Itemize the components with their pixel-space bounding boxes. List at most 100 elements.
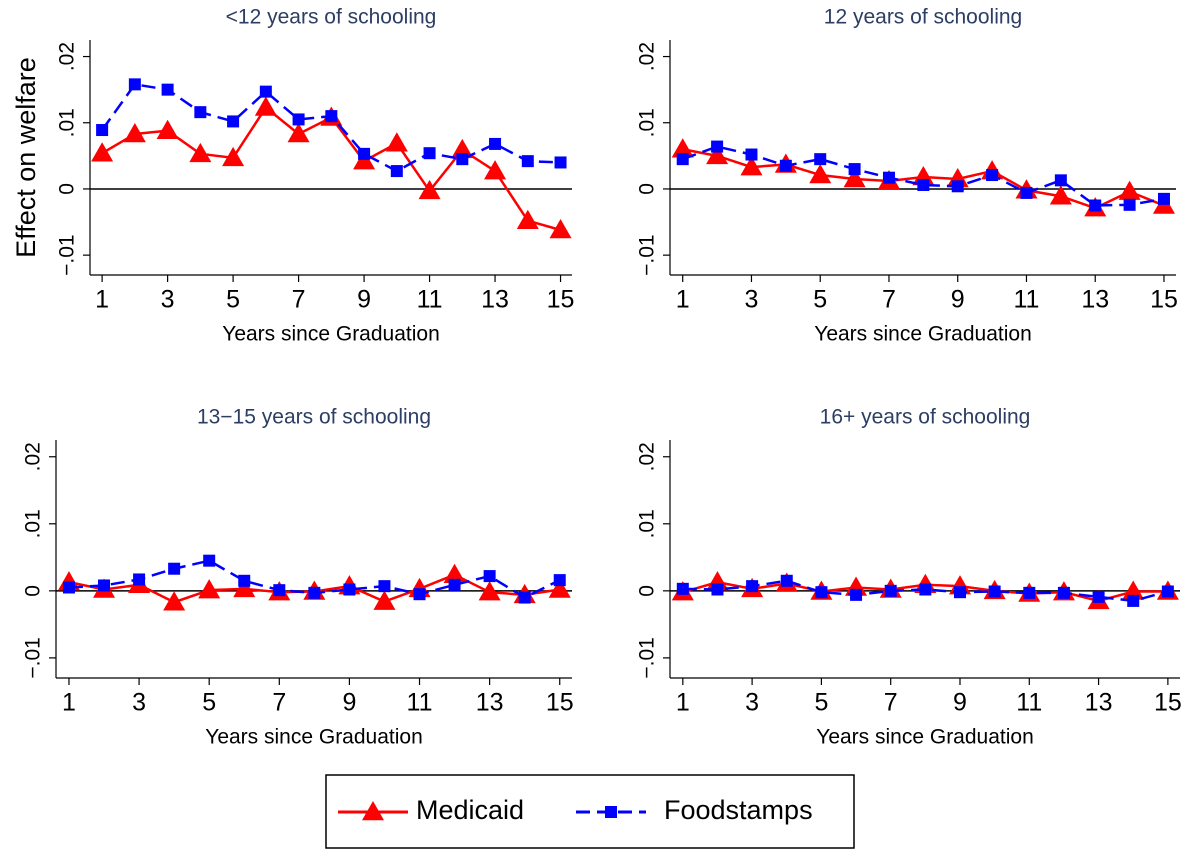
y-axis-label: Effect on welfare bbox=[11, 57, 41, 258]
triangle-marker bbox=[163, 591, 186, 611]
y-tick-label: 0 bbox=[56, 183, 79, 195]
square-marker bbox=[711, 140, 724, 153]
square-marker bbox=[919, 583, 932, 596]
square-marker bbox=[456, 153, 469, 166]
x-tick-label: 1 bbox=[62, 689, 76, 717]
square-marker bbox=[746, 580, 759, 593]
panel-title: 12 years of schooling bbox=[824, 6, 1022, 29]
y-tick-label: 0 bbox=[636, 183, 659, 195]
series-line bbox=[682, 145, 1165, 207]
square-marker bbox=[98, 579, 111, 592]
x-tick-label: 5 bbox=[226, 286, 240, 314]
triangle-marker bbox=[548, 578, 571, 598]
square-marker bbox=[378, 580, 391, 593]
triangle-marker bbox=[671, 138, 694, 158]
x-tick-label: 13 bbox=[481, 286, 509, 314]
panel-title: <12 years of schooling bbox=[226, 6, 437, 29]
square-marker bbox=[194, 106, 207, 119]
y-tick-label: .01 bbox=[636, 108, 659, 137]
panel-title: 13−15 years of schooling bbox=[197, 406, 431, 429]
x-tick-label: 3 bbox=[745, 286, 759, 314]
square-marker bbox=[448, 578, 461, 591]
square-marker bbox=[882, 171, 895, 184]
x-tick-label: 7 bbox=[272, 689, 286, 717]
square-marker bbox=[1089, 199, 1102, 212]
square-marker bbox=[489, 137, 502, 150]
y-tick-label: .01 bbox=[56, 108, 79, 137]
triangle-marker bbox=[740, 156, 763, 176]
triangle-marker bbox=[91, 142, 114, 162]
triangle-marker bbox=[516, 209, 539, 229]
square-marker bbox=[988, 585, 1001, 598]
y-tick-label: .02 bbox=[636, 442, 659, 471]
y-tick-label: 0 bbox=[636, 585, 659, 597]
square-marker bbox=[133, 573, 146, 586]
triangle-marker bbox=[809, 164, 832, 184]
x-tick-label: 11 bbox=[407, 689, 433, 717]
square-marker bbox=[358, 147, 371, 160]
square-marker bbox=[676, 153, 689, 166]
square-marker bbox=[238, 574, 251, 587]
y-tick-label: .02 bbox=[636, 42, 659, 71]
square-marker bbox=[483, 570, 496, 583]
legend-label: Medicaid bbox=[416, 795, 524, 825]
square-marker bbox=[1057, 586, 1070, 599]
x-tick-label: 13 bbox=[476, 689, 504, 717]
square-marker bbox=[1161, 585, 1174, 598]
square-marker bbox=[1023, 586, 1036, 599]
x-tick-label: 3 bbox=[161, 286, 175, 314]
square-marker bbox=[62, 581, 75, 594]
x-tick-label: 9 bbox=[357, 286, 371, 314]
square-marker bbox=[848, 163, 861, 176]
triangle-marker bbox=[549, 218, 572, 239]
square-marker bbox=[518, 591, 531, 604]
square-marker bbox=[325, 110, 338, 123]
x-tick-label: 1 bbox=[676, 286, 690, 314]
x-tick-label: 15 bbox=[547, 286, 575, 314]
square-marker bbox=[161, 83, 174, 96]
triangle-marker bbox=[443, 563, 466, 584]
square-marker bbox=[815, 586, 828, 599]
square-marker bbox=[745, 148, 758, 161]
square-marker bbox=[96, 124, 109, 137]
legend-label: Foodstamps bbox=[664, 795, 813, 825]
triangle-marker bbox=[843, 168, 866, 188]
triangle-marker bbox=[189, 142, 212, 163]
triangle-marker bbox=[373, 590, 396, 610]
x-tick-label: 3 bbox=[745, 689, 759, 717]
x-tick-label: 11 bbox=[1013, 286, 1039, 314]
x-axis-label: Years since Graduation bbox=[222, 323, 440, 346]
x-tick-label: 7 bbox=[882, 286, 896, 314]
square-marker bbox=[986, 169, 999, 182]
y-tick-label: −.01 bbox=[56, 234, 79, 275]
triangle-marker bbox=[233, 577, 256, 598]
triangle-marker bbox=[123, 123, 146, 143]
square-marker bbox=[343, 583, 356, 596]
triangle-marker bbox=[1118, 180, 1141, 200]
square-marker bbox=[259, 85, 272, 98]
square-marker bbox=[850, 588, 863, 601]
square-marker bbox=[521, 155, 534, 168]
triangle-marker bbox=[362, 801, 384, 821]
x-tick-label: 1 bbox=[676, 689, 690, 717]
x-tick-label: 13 bbox=[1081, 286, 1109, 314]
triangle-marker bbox=[385, 132, 408, 152]
square-marker bbox=[780, 574, 793, 587]
triangle-marker bbox=[222, 146, 245, 167]
square-marker bbox=[203, 554, 216, 567]
square-marker bbox=[1020, 186, 1033, 199]
triangle-marker bbox=[156, 119, 179, 139]
square-marker bbox=[814, 153, 827, 166]
x-tick-label: 5 bbox=[814, 689, 828, 717]
square-marker bbox=[1054, 174, 1067, 187]
square-marker bbox=[917, 178, 930, 191]
series-line bbox=[682, 579, 1169, 603]
x-tick-label: 13 bbox=[1085, 689, 1113, 717]
x-tick-label: 9 bbox=[342, 689, 356, 717]
square-marker bbox=[227, 115, 240, 128]
y-tick-label: −.01 bbox=[636, 637, 659, 678]
x-tick-label: 15 bbox=[546, 689, 574, 717]
y-tick-label: .01 bbox=[636, 509, 659, 538]
y-tick-label: .02 bbox=[56, 42, 79, 71]
